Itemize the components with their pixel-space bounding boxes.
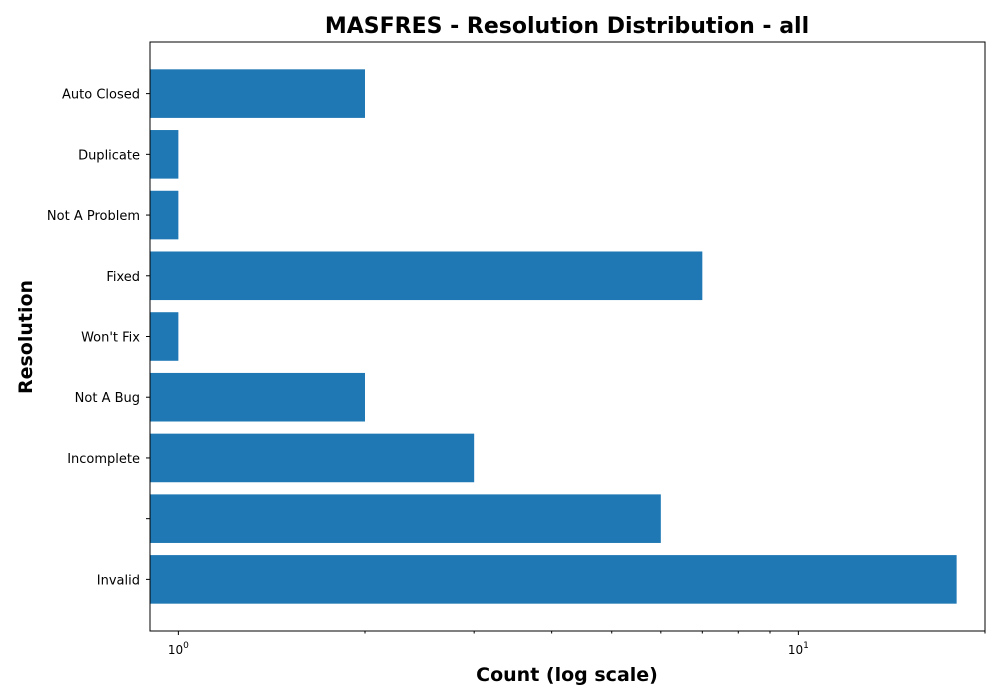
bar (150, 372, 366, 422)
y-tick-label: Not A Problem (47, 209, 140, 224)
bar (150, 130, 179, 179)
y-axis-label: Resolution (15, 280, 37, 394)
bar (150, 69, 366, 118)
y-tick-label: Incomplete (67, 452, 140, 467)
bars-group (150, 69, 957, 604)
bar (150, 494, 661, 543)
x-tick-label: 101 (788, 641, 809, 657)
y-axis-ticks: Auto Closed Duplicate Not A Problem Fixed Wo… (47, 88, 150, 588)
y-tick-label: Won't Fix (81, 331, 140, 346)
x-tick-label: 100 (168, 641, 189, 657)
plot-frame (149, 41, 986, 632)
y-tick-label: Fixed (106, 270, 140, 285)
y-tick-label: Auto Closed (62, 88, 140, 103)
y-tick-label: Duplicate (78, 148, 140, 163)
x-axis-ticks: 100 101 (168, 631, 986, 657)
chart-title: MASFRES - Resolution Distribution - all (325, 14, 809, 39)
y-tick-label: Not A Bug (75, 391, 140, 406)
bar (150, 555, 957, 604)
x-axis-label: Count (log scale) (476, 664, 658, 686)
bar (150, 251, 703, 301)
bar (150, 312, 179, 361)
bar (150, 433, 475, 483)
bar (150, 190, 179, 240)
y-tick-label: Invalid (97, 573, 140, 588)
